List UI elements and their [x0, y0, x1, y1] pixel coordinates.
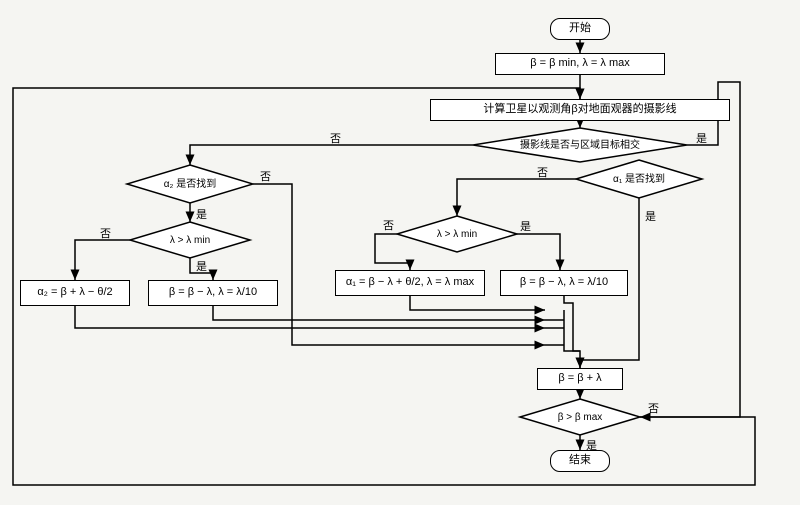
decision-intersect: 摄影线是否与区域目标相交 [473, 128, 687, 162]
increment-label: β = β + λ [558, 372, 601, 385]
set-a2-label: α₂ = β + λ − θ/2 [37, 286, 112, 299]
edge-label-yes-4: 是 [696, 130, 707, 146]
edge-label-no-9: 否 [100, 225, 111, 241]
set-a1-label: α₁ = β − λ + θ/2, λ = λ max [346, 276, 474, 289]
edge-label-no-8: 否 [260, 168, 271, 184]
decision-lambda-1-label: λ > λ min [437, 229, 477, 240]
decision-a1-found-label: α₁ 是否找到 [613, 174, 665, 185]
step-1-label: β = β − λ, λ = λ/10 [520, 276, 608, 289]
edge-16 [564, 296, 580, 368]
edge-8 [253, 184, 545, 345]
init-label: β = β min, λ = λ max [530, 57, 629, 70]
edge-label-no-11: 否 [383, 217, 394, 233]
decision-beta-max-label: β > β max [558, 412, 603, 423]
decision-beta-max: β > β max [520, 399, 640, 435]
edge-3 [190, 145, 473, 165]
decision-a2-found-label: α₂ 是否找到 [164, 179, 216, 190]
edge-9 [75, 240, 130, 280]
edge-label-yes-7: 是 [196, 206, 207, 222]
start-node: 开始 [550, 18, 610, 40]
decision-a2-found: α₂ 是否找到 [127, 165, 253, 203]
edge-label-no-3: 否 [330, 130, 341, 146]
decision-intersect-label: 摄影线是否与区域目标相交 [520, 140, 640, 151]
init-node: β = β min, λ = λ max [495, 53, 665, 75]
edge-15 [410, 296, 545, 310]
step-2-node: β = β − λ, λ = λ/10 [148, 280, 278, 306]
edge-label-no-23: 否 [648, 400, 659, 416]
edge-14 [213, 306, 545, 320]
start-label: 开始 [569, 22, 591, 35]
set-a2-node: α₂ = β + λ − θ/2 [20, 280, 130, 306]
edge-layer [0, 0, 800, 505]
edge-label-yes-5: 是 [645, 208, 656, 224]
calc-node: 计算卫星以观测角β对地面观器的摄影线 [430, 99, 730, 121]
edge-label-yes-10: 是 [196, 258, 207, 274]
step-2-label: β = β − λ, λ = λ/10 [169, 286, 257, 299]
edge-label-yes-22: 是 [586, 437, 597, 453]
step-1-node: β = β − λ, λ = λ/10 [500, 270, 628, 296]
decision-lambda-2: λ > λ min [130, 222, 250, 258]
edge-label-yes-12: 是 [520, 218, 531, 234]
edge-6 [457, 179, 576, 216]
decision-lambda-1: λ > λ min [397, 216, 517, 252]
edge-20 [564, 310, 580, 351]
edge-12 [517, 234, 560, 270]
increment-node: β = β + λ [537, 368, 623, 390]
decision-lambda-2-label: λ > λ min [170, 235, 210, 246]
decision-a1-found: α₁ 是否找到 [576, 160, 702, 198]
set-a1-node: α₁ = β − λ + θ/2, λ = λ max [335, 270, 485, 296]
end-label: 结束 [569, 454, 591, 467]
end-node: 结束 [550, 450, 610, 472]
calc-label: 计算卫星以观测角β对地面观器的摄影线 [483, 103, 676, 116]
edge-label-no-6: 否 [537, 164, 548, 180]
